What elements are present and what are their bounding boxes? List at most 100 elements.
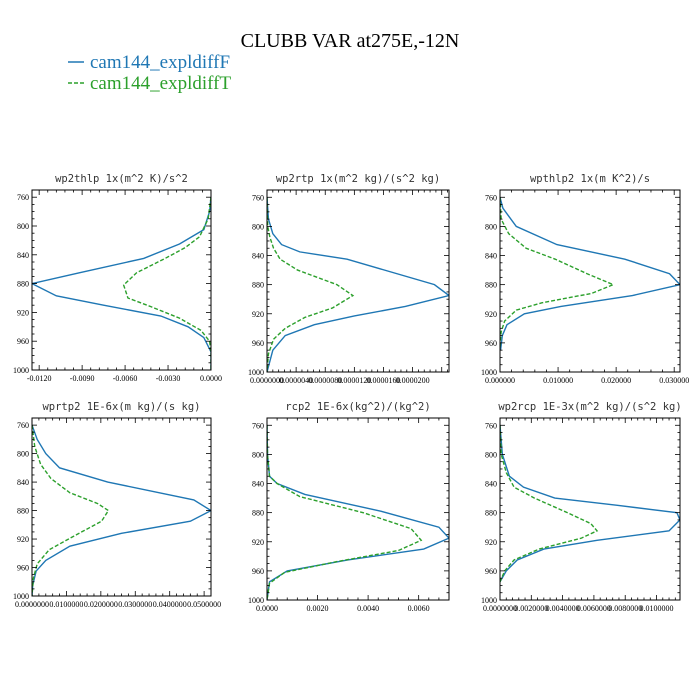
series-line-cam144_expldiffF [32,424,211,596]
x-tick-label: -0.0060 [113,374,138,383]
panel-title: wp2rtp 1x(m^2 kg)/(s^2 kg) [276,173,440,185]
y-tick-label: 960 [485,567,497,576]
plot-frame [499,189,681,373]
panel-4: wprtp2 1E-6x(m kg)/(s kg) 760 800 840 880 920… [13,401,221,609]
y-tick-label: 760 [252,193,264,202]
legend-label-cam144_expldiffF: cam144_expldiffF [90,52,230,73]
x-tick-label: 0.0020000 [514,604,548,613]
figure-title: CLUBB VAR at275E,-12N [241,30,460,52]
x-tick-label: 0.0040 [357,604,379,613]
x-tick-label: 0.0000 [200,374,222,383]
y-tick-label: 880 [252,509,264,518]
y-tick-label: 960 [252,567,264,576]
y-tick-label: 840 [252,252,264,261]
y-tick-label: 1000 [248,596,264,605]
panel-3: wpthlp2 1x(m K^2)/s 760 800 840 880 920 960 100… [481,173,689,385]
series-line-cam144_expldiffF [267,197,449,372]
x-tick-label: 0.0000 [256,604,278,613]
x-tick-label: 0.0040000 [546,604,580,613]
y-tick-label: 920 [17,535,29,544]
x-tick-label: 0.0000000 [15,600,49,609]
y-tick-label: 760 [485,421,497,430]
series-line-cam144_expldiffT [500,197,616,347]
legend-label-cam144_expldiffT: cam144_expldiffT [90,73,231,94]
y-tick-label: 920 [485,538,497,547]
y-tick-label: 880 [17,507,29,516]
x-tick-label: 0.0200000 [84,600,118,609]
y-tick-label: 840 [252,480,264,489]
plot-frame [499,417,681,601]
y-tick-label: 760 [17,193,29,202]
panel-title: rcp2 1E-6x(kg^2)/(kg^2) [285,401,430,413]
y-tick-label: 800 [252,222,264,231]
y-tick-label: 760 [252,421,264,430]
panels: wp2thlp 1x(m^2 K)/s^2 760 800 840 880 920 960 1… [13,173,689,613]
x-tick-label: 0.0000000 [250,376,284,385]
series-line-cam144_expldiffT [122,197,211,370]
y-tick-label: 800 [252,450,264,459]
y-tick-label: 1000 [481,368,497,377]
y-tick-label: 760 [485,193,497,202]
panel-title: wpthlp2 1x(m K^2)/s [530,173,650,185]
x-tick-label: 0.0060 [408,604,430,613]
y-tick-label: 920 [17,308,29,317]
y-tick-label: 920 [252,310,264,319]
y-tick-label: 800 [485,222,497,231]
x-tick-label: 0.0500000 [187,600,221,609]
y-tick-label: 1000 [481,596,497,605]
y-tick-label: 960 [17,337,29,346]
y-tick-label: 960 [17,564,29,573]
y-tick-label: 880 [252,281,264,290]
y-tick-label: 880 [485,281,497,290]
y-tick-label: 800 [485,450,497,459]
panel-6: wp2rcp 1E-3x(m^2 kg)/(s^2 kg)760 800 840 88… [481,401,682,613]
x-tick-label: 0.0300000 [118,600,152,609]
x-tick-label: 0.020000 [601,376,631,385]
panel-title: wp2rcp 1E-3x(m^2 kg)/(s^2 kg) [498,401,681,413]
y-tick-label: 960 [252,339,264,348]
y-tick-label: 840 [17,478,29,487]
y-tick-label: 800 [17,222,29,231]
x-tick-label: 0.0000040 [279,376,313,385]
series-line-cam144_expldiffF [500,197,680,351]
x-tick-label: 0.030000 [659,376,689,385]
x-tick-label: 0.0100000 [49,600,83,609]
y-tick-label: 1000 [13,592,29,601]
y-tick-label: 760 [17,421,29,430]
panel-2: wp2rtp 1x(m^2 kg)/(s^2 kg) 760 800 840 880 92… [248,173,450,385]
panel-1: wp2thlp 1x(m^2 K)/s^2 760 800 840 880 920 960 1… [13,173,222,383]
y-tick-label: 800 [17,450,29,459]
x-tick-label: 0.0000120 [337,376,371,385]
x-tick-label: 0.0000200 [396,376,430,385]
series-line-cam144_expldiffF [500,425,680,583]
y-tick-label: 920 [252,538,264,547]
x-tick-label: -0.0120 [27,374,52,383]
x-tick-label: 0.010000 [543,376,573,385]
y-tick-label: 880 [17,280,29,289]
x-tick-label: -0.0030 [156,374,181,383]
plot-frame [266,189,450,373]
x-tick-label: 0.0020 [307,604,329,613]
x-tick-label: 0.0000080 [308,376,342,385]
panel-title: wp2thlp 1x(m^2 K)/s^2 [55,173,188,185]
series-line-cam144_expldiffF [32,197,211,370]
y-tick-label: 840 [485,252,497,261]
x-tick-label: 0.0060000 [577,604,611,613]
x-tick-label: -0.0090 [70,374,95,383]
panel-5: rcp2 1E-6x(kg^2)/(kg^2) 760 800 840 880 920 96… [248,401,450,613]
series-line-cam144_expldiffT [267,425,423,600]
y-tick-label: 1000 [13,366,29,375]
y-tick-label: 840 [17,251,29,260]
y-tick-label: 840 [485,480,497,489]
series-line-cam144_expldiffT [500,425,599,583]
y-tick-label: 920 [485,310,497,319]
x-tick-label: 0.0100000 [640,604,674,613]
x-tick-label: 0.0080000 [608,604,642,613]
y-tick-label: 1000 [248,368,264,377]
x-tick-label: 0.000000 [485,376,515,385]
x-tick-label: 0.0400000 [153,600,187,609]
x-tick-label: 0.0000000 [483,604,517,613]
